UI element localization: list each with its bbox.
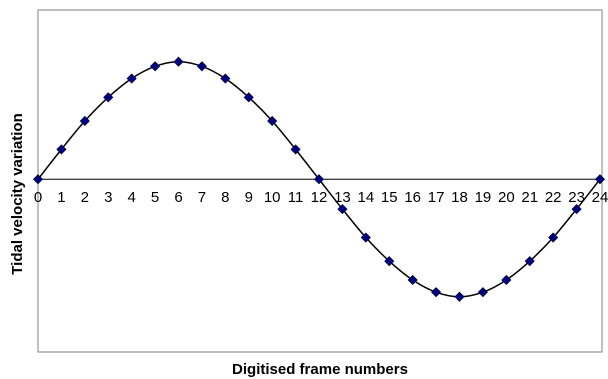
x-tick-label-16: 16 [404, 189, 421, 206]
data-point-9 [243, 92, 254, 103]
data-point-21 [524, 256, 535, 267]
data-points [32, 56, 606, 302]
x-tick-label-17: 17 [428, 189, 445, 206]
data-point-20 [501, 274, 512, 286]
data-point-17 [431, 287, 442, 298]
data-point-24 [594, 174, 606, 185]
x-tick-label-15: 15 [381, 189, 398, 206]
x-tick-label-9: 9 [245, 189, 253, 206]
x-tick-label-8: 8 [221, 189, 229, 206]
x-tick-label-13: 13 [334, 189, 351, 206]
data-point-7 [196, 61, 207, 72]
x-tick-label-6: 6 [174, 189, 182, 206]
x-tick-label-1: 1 [57, 189, 65, 206]
data-point-6 [173, 56, 184, 67]
data-point-15 [384, 256, 395, 267]
x-tick-label-7: 7 [198, 189, 206, 206]
x-tick-label-2: 2 [81, 189, 89, 206]
data-point-10 [267, 115, 278, 127]
data-point-22 [548, 232, 559, 243]
x-tick-label-5: 5 [151, 189, 159, 206]
data-point-2 [79, 115, 90, 127]
y-axis-title: Tidal velocity variation [9, 113, 26, 274]
x-tick-labels: 0 1 2 3 4 5 6 7 8 9 10 11 12 13 14 15 16 17 18 19 20 21 22 23 24 [34, 189, 608, 206]
x-tick-label-20: 20 [498, 189, 515, 206]
x-tick-label-14: 14 [357, 189, 374, 206]
data-point-1 [56, 144, 67, 155]
data-point-12 [313, 174, 325, 185]
data-point-18 [454, 291, 465, 302]
x-tick-label-19: 19 [475, 189, 492, 206]
data-point-5 [150, 61, 161, 72]
x-tick-label-10: 10 [264, 189, 281, 206]
x-tick-label-22: 22 [545, 189, 562, 206]
data-point-23 [571, 204, 582, 215]
x-tick-label-12: 12 [311, 189, 328, 206]
data-point-8 [220, 73, 231, 84]
data-point-4 [126, 73, 137, 84]
x-tick-label-3: 3 [104, 189, 112, 206]
x-tick-label-11: 11 [288, 189, 304, 206]
data-point-16 [407, 274, 418, 286]
data-point-3 [103, 92, 114, 103]
data-point-19 [477, 287, 488, 298]
x-tick-label-23: 23 [568, 189, 585, 206]
data-point-0 [32, 174, 44, 185]
x-axis-title: Digitised frame numbers [232, 361, 408, 378]
x-tick-label-18: 18 [451, 189, 468, 206]
x-tick-label-4: 4 [127, 189, 135, 206]
data-point-11 [290, 144, 301, 155]
data-point-13 [337, 204, 348, 215]
x-tick-label-21: 21 [521, 189, 538, 206]
data-point-14 [360, 232, 371, 243]
x-tick-label-24: 24 [592, 189, 608, 206]
x-tick-label-0: 0 [34, 189, 42, 206]
